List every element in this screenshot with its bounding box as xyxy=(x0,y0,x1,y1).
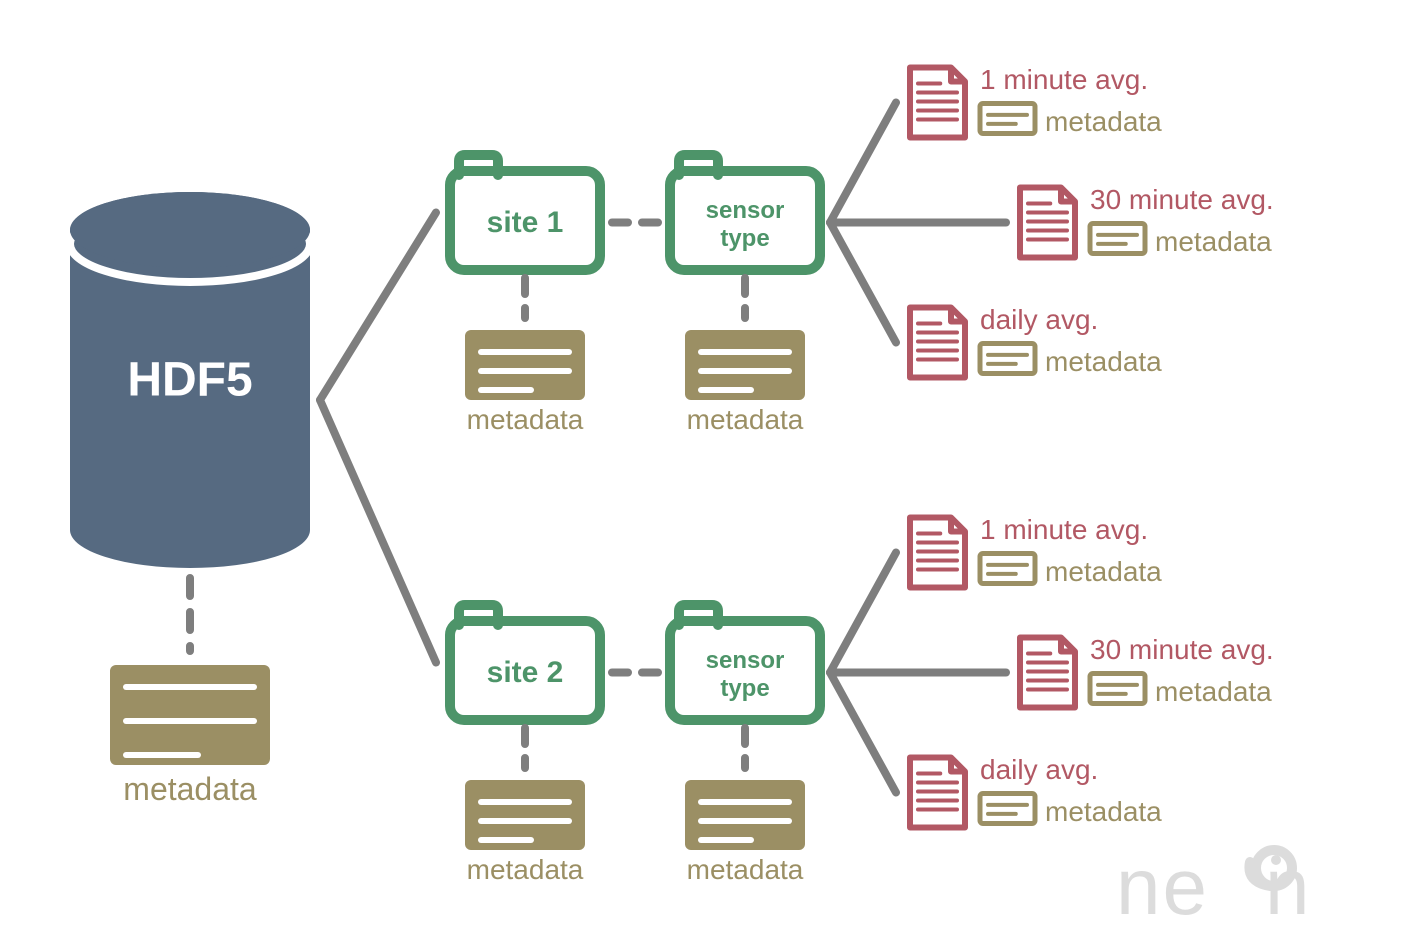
dataset-metadata-label: metadata xyxy=(1045,556,1162,588)
dataset-label: daily avg. xyxy=(980,304,1098,336)
dataset-metadata-label: metadata xyxy=(1045,106,1162,138)
root-metadata-label: metadata xyxy=(123,771,256,808)
dataset-metadata-label: metadata xyxy=(1045,796,1162,828)
site-folder-label: site 1 xyxy=(487,206,564,240)
sensor-folder-label-line2: type xyxy=(720,675,769,703)
dataset-label: 30 minute avg. xyxy=(1090,184,1274,216)
sensor-metadata-label: metadata xyxy=(687,854,804,886)
neon-logo: nen xyxy=(1116,841,1311,933)
sensor-folder-label-line1: sensor xyxy=(706,647,785,675)
site-metadata-label: metadata xyxy=(467,404,584,436)
dataset-metadata-label: metadata xyxy=(1045,346,1162,378)
sensor-folder-label-line2: type xyxy=(720,225,769,253)
dataset-label: 1 minute avg. xyxy=(980,514,1148,546)
site-metadata-label: metadata xyxy=(467,854,584,886)
sensor-folder-label-line1: sensor xyxy=(706,197,785,225)
site-folder-label: site 2 xyxy=(487,656,564,690)
sensor-metadata-label: metadata xyxy=(687,404,804,436)
dataset-metadata-label: metadata xyxy=(1155,676,1272,708)
dataset-label: 1 minute avg. xyxy=(980,64,1148,96)
dataset-label: daily avg. xyxy=(980,754,1098,786)
dataset-label: 30 minute avg. xyxy=(1090,634,1274,666)
dataset-metadata-label: metadata xyxy=(1155,226,1272,258)
root-label: HDF5 xyxy=(127,353,252,408)
